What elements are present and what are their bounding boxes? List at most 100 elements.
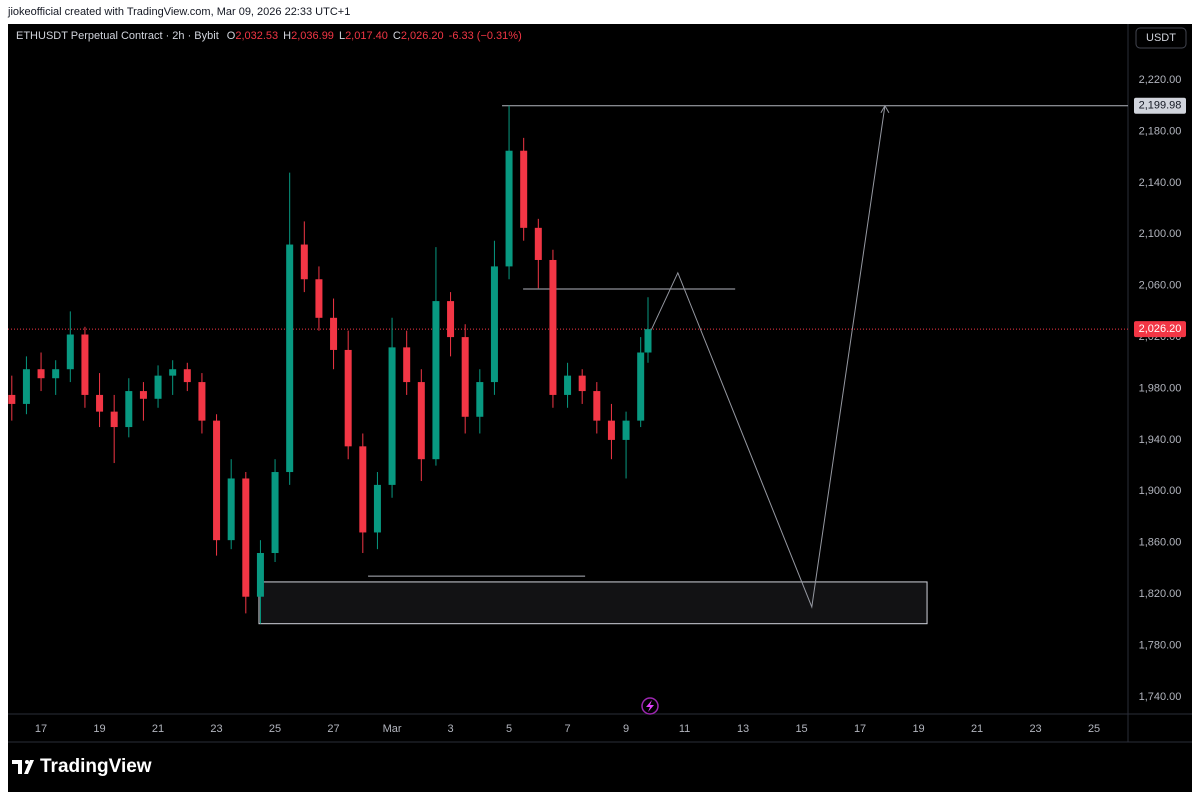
x-tick-label: 11	[679, 723, 690, 735]
candle-body	[359, 446, 367, 533]
candle-body	[476, 382, 484, 417]
x-tick-label: 15	[795, 723, 807, 735]
x-tick-label: 25	[269, 723, 281, 735]
x-tick-label: 17	[35, 723, 47, 735]
candle-body	[183, 369, 191, 383]
candle-body	[66, 334, 74, 370]
candle-body	[198, 382, 206, 421]
brand: TradingView	[40, 756, 152, 777]
credit: jiokeofficial created with TradingView.c…	[8, 6, 351, 18]
candle-body	[549, 259, 557, 395]
candle-body	[256, 553, 264, 597]
candle-body	[286, 244, 294, 473]
candle-body	[461, 337, 469, 417]
change: -6.33 (−0.31%)	[449, 30, 522, 42]
candle-body	[520, 150, 528, 228]
projection-arrowhead	[880, 104, 890, 114]
y-tick-label: 1,820.00	[1139, 588, 1182, 600]
candle-body	[432, 301, 440, 460]
candle-body	[373, 484, 381, 533]
logo: TradingView	[12, 756, 152, 777]
ohlc-key: L	[339, 30, 345, 42]
drawings	[258, 104, 1128, 625]
zone	[258, 581, 928, 625]
candle-body	[300, 244, 308, 280]
candle-body	[344, 349, 352, 447]
candle-body	[593, 391, 601, 421]
candle-body	[125, 391, 133, 428]
candle-body	[644, 329, 652, 353]
y-tick-label: 2,180.00	[1139, 125, 1182, 137]
logo-mark	[12, 760, 34, 774]
candle-body	[169, 369, 177, 376]
candle-body	[330, 317, 338, 350]
candle-body	[417, 382, 425, 460]
y-tick-label: 2,140.00	[1139, 177, 1182, 189]
currency-button[interactable]	[1135, 27, 1187, 49]
x-tick-label: 27	[327, 723, 339, 735]
x-tick-label: 9	[623, 723, 629, 735]
candle-body	[271, 472, 279, 554]
y-tick-label: 1,860.00	[1139, 537, 1182, 549]
candle-body	[52, 369, 60, 379]
x-tick-label: 7	[564, 723, 570, 735]
alert-icon-bolt[interactable]	[646, 700, 654, 712]
candle-body	[110, 411, 118, 428]
candle-body	[578, 375, 586, 392]
x-tick-label: Mar	[383, 723, 402, 735]
logo-dot	[25, 760, 29, 764]
ohlc-value: 2,017.40	[345, 30, 388, 42]
candle-body	[534, 227, 542, 260]
ohlc-value: 2,036.99	[291, 30, 334, 42]
currency-label[interactable]: USDT	[1146, 32, 1176, 44]
x-tick-label: 21	[152, 723, 164, 735]
x-tick-label: 17	[854, 723, 866, 735]
x-tick-label: 13	[737, 723, 749, 735]
ohlc-key: H	[283, 30, 291, 42]
level-price-tag	[1134, 97, 1186, 114]
candle-body	[22, 369, 30, 404]
last-price-label: 2,026.20	[1139, 323, 1182, 335]
last-price-tag	[1134, 321, 1186, 338]
x-tick-label: 3	[447, 723, 453, 735]
ohlc-key: O	[227, 30, 236, 42]
y-tick-label: 1,740.00	[1139, 691, 1182, 703]
candle-body	[242, 478, 250, 597]
y-tick-label: 2,060.00	[1139, 280, 1182, 292]
x-tick-label: 23	[1029, 723, 1041, 735]
y-tick-label: 2,220.00	[1139, 74, 1182, 86]
y-tick-label: 1,980.00	[1139, 382, 1182, 394]
alert-icon[interactable]	[641, 697, 659, 715]
candle-body	[490, 266, 498, 383]
candle-body	[607, 420, 615, 440]
candle-body	[622, 420, 630, 440]
candle-body	[315, 279, 323, 318]
candle-body	[37, 369, 45, 379]
candle-body	[637, 352, 645, 421]
x-tick-label: 25	[1088, 723, 1100, 735]
x-tick-label: 19	[912, 723, 924, 735]
ohlc-key: C	[393, 30, 401, 42]
legend: ETHUSDT Perpetual Contract · 2h · Bybit …	[16, 30, 522, 42]
candle-body	[81, 334, 89, 395]
y-tick-label: 1,780.00	[1139, 639, 1182, 651]
candle-body	[154, 375, 162, 399]
projection-path	[650, 105, 886, 609]
x-tick-label: 21	[971, 723, 983, 735]
candle-body	[388, 347, 396, 485]
y-tick-label: 2,100.00	[1139, 228, 1182, 240]
alert-icon-ring[interactable]	[641, 697, 659, 715]
candle-body	[96, 394, 104, 412]
candle-body	[564, 375, 572, 395]
y-tick-label: 1,900.00	[1139, 485, 1182, 497]
candle-body	[8, 394, 16, 404]
candle-body	[139, 391, 147, 399]
candle-body	[447, 301, 455, 338]
level-price-label: 2,199.98	[1139, 100, 1182, 112]
candle-body	[403, 347, 411, 383]
ohlc-value: 2,026.20	[401, 30, 444, 42]
candle-body	[505, 150, 513, 267]
x-tick-label: 5	[506, 723, 512, 735]
